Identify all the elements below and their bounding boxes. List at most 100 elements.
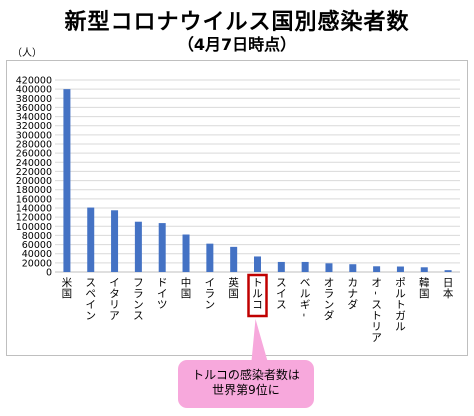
- callout-line-2: 世界第9位に: [212, 383, 280, 397]
- x-tick-label-char: ル: [252, 288, 263, 300]
- x-tick-label-char: ア: [109, 310, 120, 322]
- y-tick-label: 220000: [16, 167, 52, 178]
- y-tick-label: 200000: [16, 176, 52, 187]
- x-tick-label-char: ス: [85, 277, 96, 289]
- x-tick-label-char: ン: [324, 299, 335, 311]
- y-tick-label: 20000: [22, 258, 52, 269]
- x-tick-label-char: 中: [181, 276, 192, 289]
- x-tick-label-char: ポ: [395, 277, 406, 289]
- bar: [301, 261, 309, 272]
- x-tick-label-char: ス: [371, 299, 382, 311]
- x-tick-label-char: 国: [62, 288, 73, 300]
- x-tick-label-char: ン: [205, 299, 216, 311]
- x-tick-label-char: コ: [252, 299, 263, 311]
- callout-pointer: [251, 319, 268, 361]
- bar: [396, 266, 404, 272]
- bar: [373, 266, 381, 272]
- chart-subtitle: （4月7日時点）: [177, 35, 297, 54]
- bar: [420, 267, 428, 272]
- x-tick-label-char: ナ: [348, 288, 359, 300]
- bar: [444, 270, 452, 272]
- x-tick-label-char: ガ: [395, 310, 406, 322]
- x-tick-label-char: イ: [109, 277, 120, 289]
- x-tick-label-char: ル: [395, 288, 406, 300]
- x-tick-label-char: -: [370, 291, 382, 295]
- bar: [349, 264, 357, 272]
- bar: [254, 256, 261, 272]
- y-tick-label: 420000: [16, 76, 52, 87]
- x-tick-label-char: オ: [371, 277, 382, 289]
- bar: [158, 223, 166, 272]
- y-tick-label: 80000: [22, 231, 52, 242]
- x-tick-label-char: ス: [276, 299, 287, 311]
- y-tick-label: 300000: [16, 130, 52, 141]
- y-tick-label: 40000: [22, 249, 52, 260]
- bar: [230, 246, 238, 272]
- y-tick-label: 380000: [16, 94, 52, 105]
- y-axis-unit-label: （人）: [12, 47, 42, 59]
- y-tick-label: 180000: [16, 185, 52, 196]
- x-tick-label-char: ギ: [300, 299, 311, 311]
- bar: [134, 221, 142, 272]
- x-tick-label-char: ス: [276, 277, 287, 289]
- x-tick-label-char: ア: [371, 332, 382, 344]
- y-tick-label: 400000: [16, 85, 52, 96]
- x-tick-label-char: ダ: [348, 298, 359, 311]
- x-tick-label-char: ル: [300, 288, 311, 300]
- y-tick-label: 320000: [16, 121, 52, 132]
- x-tick-label-char: ラ: [324, 288, 335, 300]
- x-tick-label-char: 日: [443, 277, 454, 289]
- bar: [325, 263, 333, 272]
- bar: [111, 210, 119, 272]
- x-tick-label-char: フ: [133, 277, 144, 289]
- x-tick-label-char: ン: [133, 299, 144, 311]
- y-tick-label: 340000: [16, 112, 52, 123]
- x-tick-label-char: イ: [157, 288, 168, 300]
- chart-frame: [6, 60, 468, 356]
- x-tick-label-char: リ: [371, 321, 382, 333]
- x-tick-label-char: ト: [371, 310, 382, 322]
- x-tick-label-char: 国: [228, 288, 239, 300]
- annotation-callout: トルコの感染者数は 世界第9位に: [178, 360, 314, 408]
- x-tick-label-char: ラ: [133, 288, 144, 300]
- y-tick-label: 240000: [16, 158, 52, 169]
- x-tick-label-char: ツ: [157, 299, 168, 311]
- x-tick-label-char: ス: [133, 310, 144, 322]
- bar: [63, 89, 71, 273]
- x-tick-label-char: ン: [85, 310, 96, 322]
- bar: [87, 207, 95, 272]
- x-tick-label-char: イ: [85, 299, 96, 311]
- y-tick-label: 140000: [16, 204, 52, 215]
- y-tick-label: 280000: [16, 140, 52, 151]
- x-tick-label-char: 本: [443, 287, 454, 300]
- x-tick-label-char: 国: [181, 288, 192, 300]
- y-tick-label: 0: [46, 268, 52, 279]
- chart-title: 新型コロナウイルス国別感染者数: [64, 10, 410, 35]
- highlight-box: [247, 273, 268, 318]
- x-tick-label-char: ペ: [85, 288, 96, 300]
- x-tick-label-char: 国: [419, 288, 430, 300]
- y-tick-label: 120000: [16, 213, 52, 224]
- bar: [206, 243, 214, 272]
- callout-line-1: トルコの感染者数は: [192, 368, 300, 382]
- y-tick-label: 100000: [16, 222, 52, 233]
- x-tick-label-char: ダ: [324, 309, 335, 322]
- x-tick-label-char: 英: [228, 276, 239, 289]
- x-tick-label-char: -: [298, 313, 310, 317]
- x-tick-label-char: ラ: [205, 288, 216, 300]
- y-tick-label: 160000: [16, 194, 52, 205]
- x-tick-label-char: 米: [62, 276, 73, 289]
- x-tick-label-char: イ: [276, 288, 287, 300]
- x-tick-label-char: ベ: [300, 277, 311, 289]
- x-tick-label-char: カ: [348, 277, 359, 289]
- x-tick-label-char: リ: [109, 299, 120, 311]
- x-tick-label-char: イ: [205, 277, 216, 289]
- x-tick-label-char: ド: [157, 277, 168, 289]
- x-tick-label-char: ト: [252, 277, 263, 289]
- y-tick-label: 360000: [16, 103, 52, 114]
- x-tick-label-char: ト: [395, 299, 406, 311]
- x-tick-label-char: 韓: [419, 277, 430, 289]
- x-tick-label-char: オ: [324, 277, 335, 289]
- y-tick-label: 260000: [16, 149, 52, 160]
